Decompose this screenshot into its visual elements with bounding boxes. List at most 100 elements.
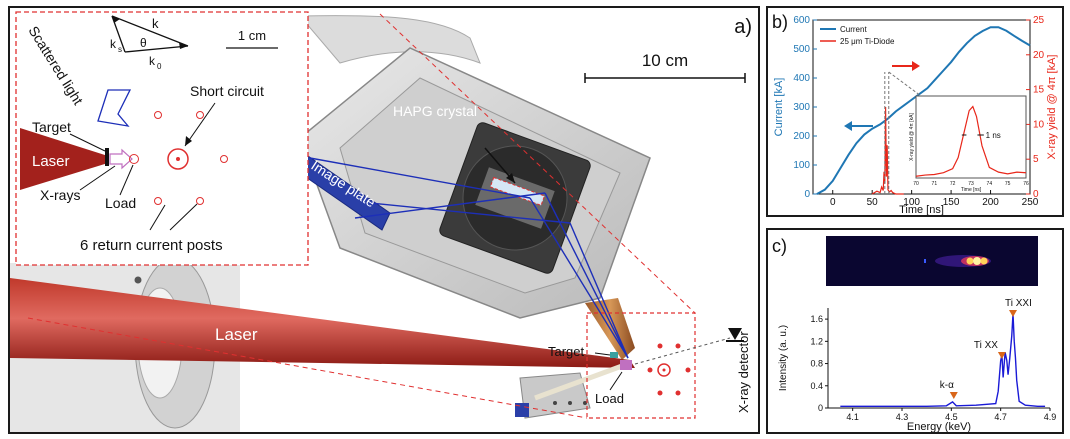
panel-c-spectrum: c) 4.1 4.3 4.5 4.7 4.9 0 0.4 0.8 1.2 1.6 Energy (ke… (766, 228, 1064, 434)
series-diode-line (871, 106, 904, 195)
scattered-light-cone (97, 89, 132, 127)
panel-label-c: c) (772, 236, 787, 256)
inset-laser (20, 128, 108, 190)
series-current-line (816, 26, 1031, 195)
panel-a-experimental-setup: 10 cm a) HAPG crystal Image plate Laser … (8, 6, 760, 434)
inset-frame (915, 95, 1027, 179)
panel-label-a: a) (734, 16, 752, 38)
y-axis-label: Current [kA] (773, 78, 785, 137)
x-tick-label: 50 (867, 197, 879, 208)
target-inset-pointer (69, 133, 106, 152)
flange-bolt (134, 276, 142, 284)
y2-tick-label: 20 (1033, 50, 1045, 61)
label-ks-sub: s (118, 45, 122, 54)
y-tick-label: 300 (793, 102, 810, 113)
x-tick-label: 100 (903, 197, 920, 208)
label-return-posts: 6 return current posts (80, 237, 223, 254)
label-short-circuit: Short circuit (190, 83, 264, 99)
load-label-main: Load (595, 391, 624, 406)
xray-detector-icon (728, 328, 742, 340)
x-axis-label: Energy (keV) (907, 421, 971, 432)
current-xray-chart: b)0 50 100 150 200 25001002003004005006000510… (772, 12, 1058, 215)
target-marker (610, 352, 618, 358)
spectrum-image (826, 236, 1038, 286)
load-marker (620, 360, 632, 370)
label-k0-sub: 0 (157, 62, 162, 71)
label-xrays: X-rays (40, 187, 80, 203)
spectrum-chart: c) 4.1 4.3 4.5 4.7 4.9 0 0.4 0.8 1.2 1.6 Energy (ke… (772, 236, 1057, 432)
y2-tick-label: 0 (1033, 189, 1039, 200)
vector-k0-head (179, 42, 188, 49)
x-tick-label: 4.9 (1044, 412, 1057, 422)
vector-k (111, 15, 189, 47)
panel-b-current-chart: b) 0 50 100 150 200 250 0 100 200 300 400 500 600 0 5 10… (766, 6, 1064, 217)
detector-line (634, 337, 731, 365)
inset-frame (15, 11, 309, 266)
target-rod (534, 363, 623, 401)
vector-k0 (124, 45, 189, 53)
inset-x-tick-label: 72 (950, 181, 956, 187)
x-tick-label: 4.5 (945, 412, 958, 422)
inset-y-label: X-ray yield @ 4π [kA] (909, 113, 915, 161)
target-label-main: Target (548, 344, 585, 359)
arrow-current-head (844, 121, 852, 131)
y2-axis-label: X-ray yield @ 4π [kA] (1046, 55, 1058, 160)
inset-x-tick-label: 75 (1005, 181, 1011, 187)
peak-marker (949, 392, 958, 399)
y-tick-label: 100 (793, 160, 810, 171)
spectrum-ka-line (924, 259, 926, 263)
label-target-inset: Target (32, 119, 71, 135)
inset-x-tick-label: 71 (932, 181, 938, 187)
inset-load (129, 154, 139, 164)
y-tick-label: 1.2 (810, 336, 823, 346)
inset-x-label: Time [ns] (961, 187, 982, 193)
legend-label-current: Current (840, 25, 867, 34)
y-tick-label: 0 (818, 403, 823, 413)
peak-label: k-α (940, 380, 954, 391)
hapg-label: HAPG crystal (393, 103, 477, 119)
inset-short-circuit (167, 148, 189, 170)
fwhm-label: 1 ns (986, 131, 1001, 140)
laser-label-main: Laser (215, 325, 258, 344)
vector-k-head (112, 16, 120, 23)
inset-series-line (915, 105, 1027, 177)
x-tick-label: 0 (830, 197, 836, 208)
scale-label-main: 10 cm (642, 51, 688, 70)
xray-paths (309, 157, 629, 359)
peak-label: Ti XX (974, 340, 998, 351)
x-tick-label: 4.1 (846, 412, 859, 422)
laser-beam (10, 278, 635, 368)
y-tick-label: 600 (793, 15, 810, 26)
y2-tick-label: 15 (1033, 85, 1045, 96)
arrow-xray-head (912, 61, 920, 71)
inset-target (105, 148, 109, 166)
y-tick-label: 500 (793, 44, 810, 55)
inset-return-posts (154, 111, 228, 205)
zoom-line-top (379, 13, 696, 314)
posts-pointer-1 (149, 204, 166, 231)
short-circuit-small (657, 363, 671, 377)
label-ks: k (110, 37, 117, 51)
short-pointer (184, 102, 216, 147)
y2-tick-label: 10 (1033, 119, 1045, 130)
holder-screw (553, 401, 557, 405)
return-posts-small (647, 343, 691, 396)
y2-tick-label: 5 (1033, 154, 1039, 165)
peak-label: Ti XXI (1005, 298, 1032, 309)
spectrum-bright-line (973, 257, 981, 265)
legend-label-diode: 25 μm Ti-Diode (840, 37, 895, 46)
x-tick-label: 4.7 (994, 412, 1007, 422)
peak-marker (1009, 310, 1017, 317)
xray-detector-label: X-ray detector (736, 331, 751, 413)
spectrum-line (840, 313, 1046, 408)
label-laser-inset: Laser (32, 153, 70, 170)
x-tick-label: 250 (1022, 197, 1039, 208)
inset-x-tick-label: 74 (987, 181, 993, 187)
chamber-arc (298, 15, 481, 64)
peak-marker (997, 352, 1006, 359)
load-inset-pointer (119, 164, 134, 196)
spectrum-bright-line (966, 257, 974, 265)
y-tick-label: 0.4 (810, 381, 823, 391)
y-tick-label: 200 (793, 131, 810, 142)
label-theta: θ (140, 36, 147, 50)
